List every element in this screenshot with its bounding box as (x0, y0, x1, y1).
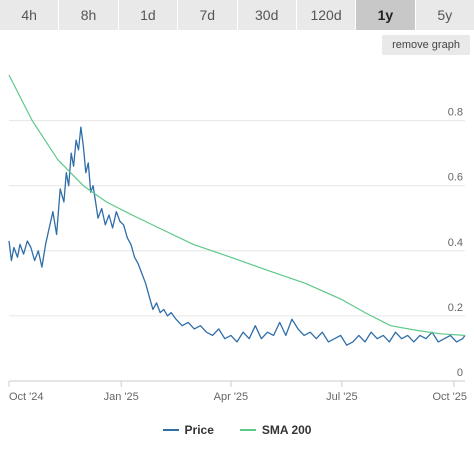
tab-1y[interactable]: 1y (356, 0, 416, 30)
tab-8h[interactable]: 8h (59, 0, 119, 30)
tab-4h[interactable]: 4h (0, 0, 60, 30)
legend-swatch-price (162, 429, 179, 431)
time-range-tabs: 4h 8h 1d 7d 30d 120d 1y 5y (0, 0, 474, 30)
chart-legend: Price SMA 200 (0, 419, 474, 441)
legend-item-sma[interactable]: SMA 200 (239, 423, 312, 437)
x-tick-label: Jan '25 (104, 391, 139, 403)
x-tick-label: Jul '25 (326, 391, 357, 403)
price-chart: 0 0.2 0.4 0.6 0.8 Oct '24 Jan '25 Apr '25 Jul '2… (8, 74, 467, 403)
y-tick-label: 0.8 (448, 107, 463, 119)
legend-label-sma: SMA 200 (261, 423, 312, 437)
legend-item-price[interactable]: Price (162, 423, 214, 437)
tab-30d[interactable]: 30d (237, 0, 297, 30)
tab-5y[interactable]: 5y (415, 0, 474, 30)
price-line (8, 126, 466, 346)
tab-7d[interactable]: 7d (178, 0, 238, 30)
y-tick-label: 0.2 (448, 302, 463, 314)
tab-120d[interactable]: 120d (296, 0, 357, 30)
tab-1d[interactable]: 1d (118, 0, 179, 30)
y-tick-label: 0.4 (448, 237, 463, 249)
x-tick-label: Apr '25 (214, 391, 249, 403)
y-tick-label: 0.6 (448, 172, 463, 184)
x-tick-label: Oct '24 (9, 391, 44, 403)
legend-swatch-sma (239, 429, 256, 431)
x-tick-label: Oct '25 (432, 391, 467, 403)
remove-graph-button[interactable]: remove graph (382, 35, 470, 55)
legend-label-price: Price (184, 423, 214, 437)
y-tick-label: 0 (457, 367, 463, 379)
sma-200-line (8, 74, 466, 336)
